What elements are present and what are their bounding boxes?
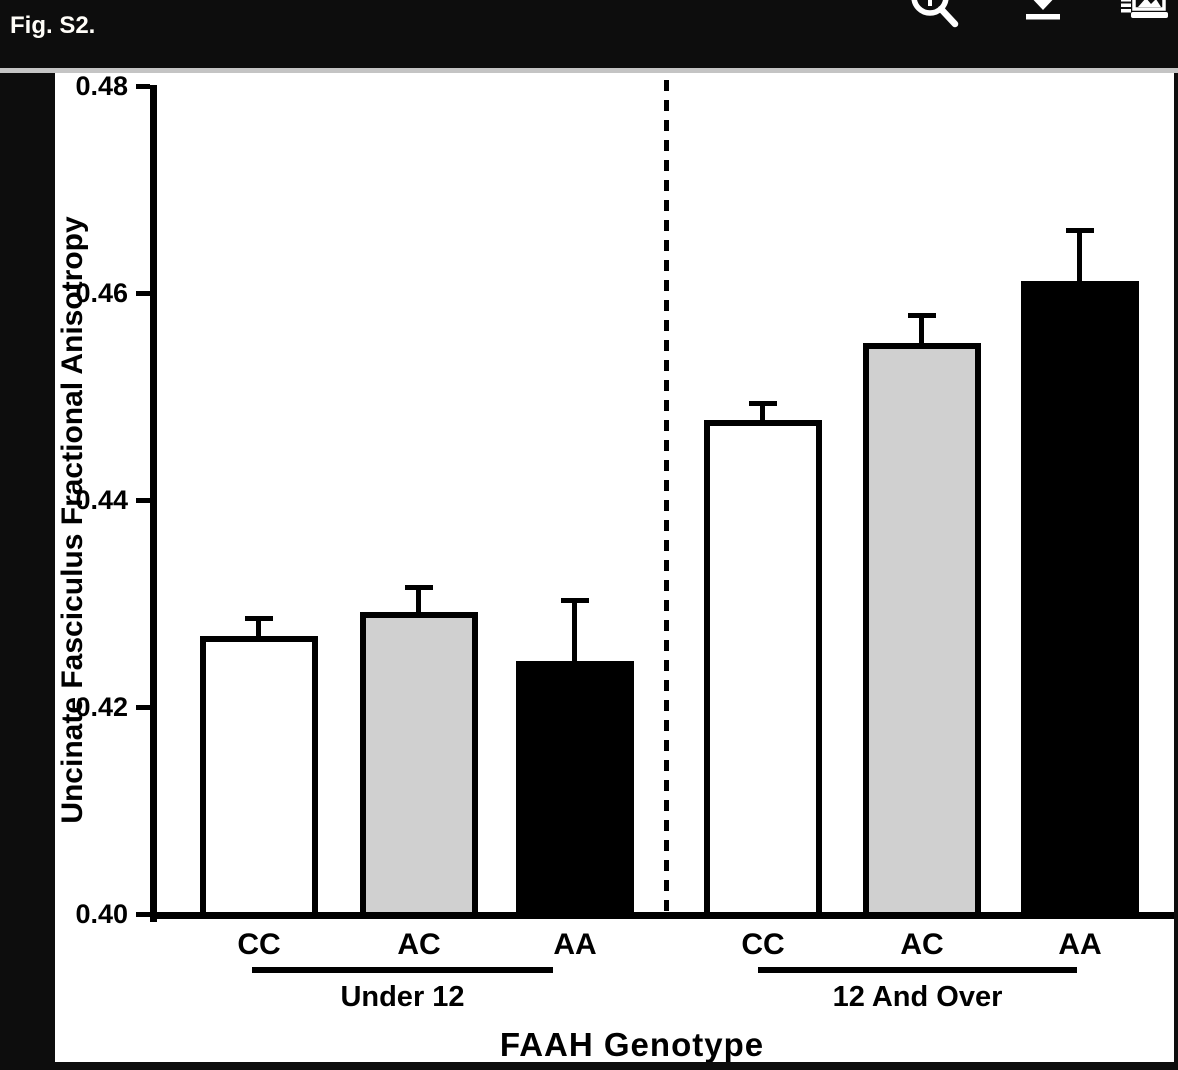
figure-label: Fig. S2.: [10, 12, 96, 39]
bar-aa-12andover: [1021, 281, 1139, 918]
right-black-margin: [1174, 73, 1178, 1062]
x-category-label: AC: [397, 928, 441, 961]
x-category-label: CC: [237, 928, 281, 961]
group-underline: [252, 967, 553, 973]
bar-cc-12andover: [704, 420, 822, 918]
group-underline: [758, 967, 1077, 973]
group-label: 12 And Over: [832, 981, 1003, 1013]
error-bar-cap: [1066, 228, 1094, 233]
y-tick-mark: [136, 291, 150, 296]
x-category-label: AA: [1058, 928, 1102, 961]
y-tick-label: 0.44: [75, 485, 128, 515]
bar-ac-12andover: [863, 343, 981, 918]
error-bar-stem: [572, 598, 577, 661]
viewer-header: Fig. S2.: [0, 0, 1178, 68]
figures-panel-icon[interactable]: [1121, 0, 1168, 18]
y-tick-mark: [136, 912, 150, 917]
error-bar-stem: [416, 585, 421, 612]
error-bar-cap: [405, 585, 433, 590]
y-tick-label: 0.48: [75, 71, 128, 101]
y-tick-mark: [136, 498, 150, 503]
x-category-label: AC: [900, 928, 944, 961]
group-label: Under 12: [340, 981, 465, 1013]
group-divider-dashed-line: [664, 80, 669, 912]
x-category-label: CC: [741, 928, 785, 961]
error-bar-cap: [908, 313, 936, 318]
magnifier-icon[interactable]: [911, 0, 959, 28]
x-axis-line: [150, 912, 1174, 919]
bottom-black-margin: [0, 1062, 1178, 1070]
bar-ac-under12: [360, 612, 478, 918]
y-axis-line: [150, 85, 157, 922]
error-bar-cap: [749, 401, 777, 406]
y-tick-mark: [136, 84, 150, 89]
left-black-margin: [0, 73, 55, 1062]
error-bar-stem: [1077, 228, 1082, 281]
y-tick-label: 0.40: [75, 899, 128, 929]
y-tick-label: 0.42: [75, 692, 128, 722]
y-tick-mark: [136, 705, 150, 710]
error-bar-stem: [760, 401, 765, 420]
header-separator: [0, 68, 1178, 73]
error-bar-cap: [561, 598, 589, 603]
bar-aa-under12: [516, 661, 634, 918]
x-axis-title: FAAH Genotype: [499, 1026, 765, 1063]
x-category-label: AA: [553, 928, 597, 961]
error-bar-stem: [919, 313, 924, 343]
viewer-toolbar: [911, 0, 1168, 28]
bar-cc-under12: [200, 636, 318, 918]
y-tick-label: 0.46: [75, 278, 128, 308]
error-bar-cap: [245, 616, 273, 621]
error-bar-stem: [256, 616, 261, 636]
download-icon[interactable]: [1026, 0, 1060, 20]
